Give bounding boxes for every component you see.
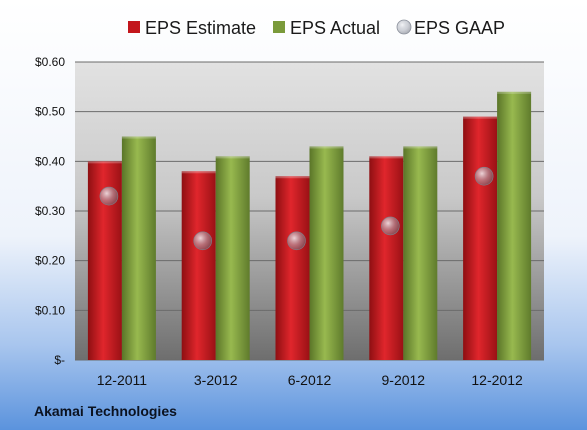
actual-bar [309,146,344,360]
legend-actual-swatch [273,21,285,33]
actual-bar-highlight [215,156,250,159]
legend: EPS Estimate EPS Actual EPS GAAP [128,18,505,38]
estimate-bar [181,171,216,360]
estimate-bar [275,176,310,360]
actual-bar-highlight [121,136,156,139]
actual-bar [121,136,156,360]
y-tick-label: $0.40 [35,154,65,168]
actual-bar [403,146,438,360]
legend-gaap-label: EPS GAAP [414,18,505,38]
estimate-bar-highlight [369,156,404,159]
estimate-bar-highlight [463,116,498,119]
x-tick-label: 12-2011 [97,372,148,388]
estimate-bar-highlight [87,161,122,164]
x-tick-label: 3-2012 [194,372,238,388]
y-tick-label: $0.10 [35,303,65,317]
legend-gaap-swatch [396,19,412,35]
gaap-point [99,186,119,206]
legend-actual-label: EPS Actual [290,18,380,38]
x-axis-labels: 12-2011 3-2012 6-2012 9-2012 12-2012 [97,372,523,388]
actual-bar-highlight [497,91,532,94]
legend-estimate-swatch [128,21,140,33]
gaap-point [193,231,212,251]
y-tick-label: $0.30 [35,204,65,218]
gaap-points [99,166,494,251]
company-name: Akamai Technologies [34,403,177,419]
y-axis-ticks: $- $0.10 $0.20 $0.30 $0.40 $0.50 $0.60 [35,55,65,367]
legend-estimate-label: EPS Estimate [145,18,256,38]
y-tick-label: $0.60 [35,55,65,69]
actual-bar-highlight [309,146,344,149]
estimate-bar [369,156,404,360]
gaap-point [287,231,306,251]
gaap-point [380,216,400,236]
actual-bar-highlight [403,146,438,149]
x-tick-label: 12-2012 [471,372,523,388]
estimate-bar-highlight [275,176,310,179]
gaap-point [474,166,494,186]
estimate-bar-highlight [181,171,216,174]
x-tick-label: 6-2012 [288,372,332,388]
y-tick-label: $0.20 [35,254,65,268]
y-tick-label: $0.50 [35,105,65,119]
actual-bar [497,91,532,361]
x-tick-label: 9-2012 [382,372,426,388]
estimate-bar [463,116,498,360]
y-tick-label: $- [54,353,65,367]
actual-bar [215,156,250,360]
